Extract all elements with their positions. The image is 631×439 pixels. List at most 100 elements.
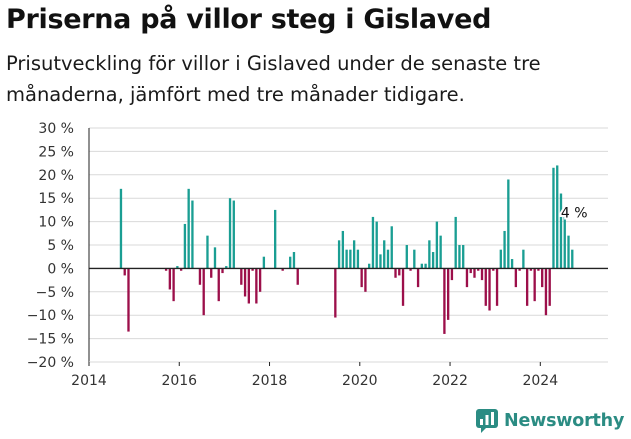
bar <box>552 167 555 269</box>
bar <box>379 254 382 269</box>
x-tick-label: 2022 <box>432 373 468 389</box>
x-tick-label: 2016 <box>161 373 197 389</box>
bar <box>571 249 574 269</box>
bar <box>164 268 168 271</box>
bar <box>247 268 250 304</box>
bar <box>187 188 190 269</box>
bar <box>183 223 187 269</box>
bar <box>405 245 408 269</box>
bar <box>228 198 232 269</box>
annotation-label: 4 % <box>561 206 588 222</box>
y-tick-label: 25 % <box>38 144 74 160</box>
y-tick-label: −20 % <box>27 355 74 371</box>
bar <box>420 263 423 269</box>
y-tick-labels: −20 % −15 % −10 % −5 % 0 % 5 % 10 % 15 % 20 % 25 … <box>27 121 74 371</box>
bar <box>424 263 427 269</box>
bar <box>484 268 487 306</box>
bar <box>443 268 446 334</box>
bar <box>390 226 393 269</box>
bar <box>499 249 502 269</box>
bar <box>281 268 284 271</box>
bar <box>458 245 461 269</box>
bar <box>168 268 172 290</box>
bar <box>217 268 220 302</box>
bar <box>450 268 454 281</box>
bar <box>416 268 420 288</box>
bar <box>401 268 405 306</box>
bar <box>123 268 126 276</box>
y-tick-label: −15 % <box>27 332 74 348</box>
newsworthy-logo: Newsworthy <box>476 408 624 434</box>
bar <box>431 252 435 269</box>
bar <box>375 221 378 269</box>
bar <box>469 268 472 274</box>
bar <box>334 268 337 318</box>
bar <box>255 268 258 304</box>
bar <box>503 230 506 269</box>
bar <box>179 268 183 271</box>
x-tick-labels: 2014 2016 2018 2020 2022 2024 <box>71 373 558 389</box>
newsworthy-logo-text: Newsworthy <box>504 411 625 431</box>
bar <box>529 268 533 271</box>
bar <box>567 235 570 269</box>
y-tick-label: 15 % <box>38 191 74 207</box>
bar <box>274 209 277 269</box>
x-tick-label: 2014 <box>71 373 107 389</box>
bar <box>225 266 228 269</box>
bar <box>480 268 484 281</box>
bar <box>439 235 442 269</box>
bar <box>556 165 559 269</box>
bar <box>119 188 123 269</box>
bar <box>251 268 254 271</box>
bar-series <box>119 165 574 334</box>
bar <box>541 268 544 288</box>
y-tick-label: 10 % <box>38 215 74 231</box>
bar <box>360 268 363 288</box>
bar <box>364 268 367 292</box>
bar <box>352 240 356 269</box>
bar <box>221 268 224 274</box>
bar <box>296 268 299 285</box>
bar <box>240 268 243 285</box>
bar <box>398 268 401 276</box>
bar <box>356 249 360 269</box>
bar <box>368 263 371 269</box>
bar <box>473 268 476 278</box>
y-tick-label: −5 % <box>36 285 74 301</box>
annotation: 4 % <box>559 204 590 224</box>
bar <box>349 249 352 269</box>
bar <box>488 268 491 311</box>
chart-title: Priserna på villor steg i Gislaved <box>6 4 492 35</box>
y-tick-label: 30 % <box>38 121 74 137</box>
bar <box>518 268 521 271</box>
bar <box>514 268 518 288</box>
bar <box>383 240 386 269</box>
bar <box>428 240 431 269</box>
bar <box>258 268 262 292</box>
bar <box>522 249 525 269</box>
bar <box>454 216 457 269</box>
bar <box>495 268 499 306</box>
bar <box>477 268 480 271</box>
chart-subtitle: Prisutveckling för villor i Gislaved und… <box>6 52 541 106</box>
bar <box>210 268 213 278</box>
bar <box>537 268 540 271</box>
bar <box>191 200 194 269</box>
bar <box>435 221 439 269</box>
bar <box>172 268 175 302</box>
bar <box>563 207 566 269</box>
bar <box>371 216 375 269</box>
bar <box>198 268 202 285</box>
bar <box>559 193 563 269</box>
x-tick-label: 2020 <box>342 373 378 389</box>
x-tick-label: 2024 <box>522 373 558 389</box>
y-tick-label: −10 % <box>27 308 74 324</box>
bar <box>447 268 450 320</box>
bar <box>544 268 548 316</box>
bar <box>525 268 529 306</box>
y-tick-label: 0 % <box>47 261 74 277</box>
bar <box>337 240 341 269</box>
gridlines <box>89 127 608 363</box>
bar <box>413 249 416 269</box>
bar <box>206 235 209 269</box>
